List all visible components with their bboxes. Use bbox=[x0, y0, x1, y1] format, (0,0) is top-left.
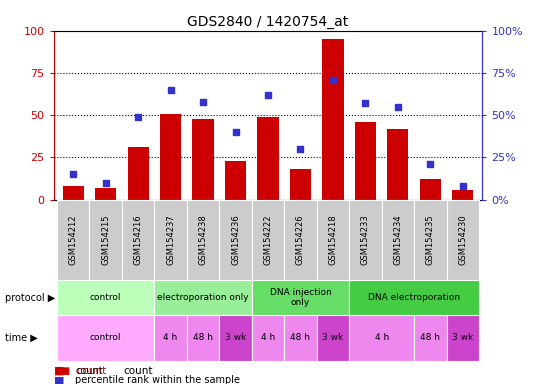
Bar bbox=[284, 200, 317, 280]
Bar bbox=[57, 315, 154, 361]
Bar bbox=[154, 280, 252, 315]
Text: GSM154236: GSM154236 bbox=[231, 215, 240, 265]
Text: 4 h: 4 h bbox=[261, 333, 275, 343]
Bar bbox=[128, 147, 148, 200]
Point bbox=[101, 180, 110, 186]
Text: ■  count: ■ count bbox=[54, 366, 106, 376]
Text: 3 wk: 3 wk bbox=[452, 333, 473, 343]
Text: ■: ■ bbox=[54, 366, 64, 376]
Point bbox=[361, 100, 370, 106]
Text: 3 wk: 3 wk bbox=[322, 333, 344, 343]
Bar bbox=[349, 200, 382, 280]
Bar bbox=[95, 188, 116, 200]
Point bbox=[426, 161, 435, 167]
Text: control: control bbox=[90, 333, 121, 343]
Text: GDS2840 / 1420754_at: GDS2840 / 1420754_at bbox=[188, 15, 348, 29]
Bar bbox=[187, 200, 219, 280]
Text: electroporation only: electroporation only bbox=[157, 293, 249, 302]
Bar bbox=[420, 179, 441, 200]
Bar bbox=[323, 39, 344, 200]
Bar bbox=[154, 315, 187, 361]
Point bbox=[69, 171, 77, 177]
Bar bbox=[317, 315, 349, 361]
Bar bbox=[63, 186, 84, 200]
Text: percentile rank within the sample: percentile rank within the sample bbox=[75, 375, 240, 384]
Text: 48 h: 48 h bbox=[420, 333, 441, 343]
Text: control: control bbox=[90, 293, 121, 302]
Text: 48 h: 48 h bbox=[193, 333, 213, 343]
Text: GSM154226: GSM154226 bbox=[296, 215, 305, 265]
Text: protocol ▶: protocol ▶ bbox=[5, 293, 56, 303]
Bar bbox=[192, 119, 213, 200]
Text: GSM154222: GSM154222 bbox=[264, 215, 272, 265]
Text: 4 h: 4 h bbox=[375, 333, 389, 343]
Bar bbox=[414, 200, 446, 280]
Text: 4 h: 4 h bbox=[163, 333, 177, 343]
Bar bbox=[252, 315, 284, 361]
Bar bbox=[57, 280, 154, 315]
Bar bbox=[225, 161, 246, 200]
Text: GSM154212: GSM154212 bbox=[69, 215, 78, 265]
Bar bbox=[382, 200, 414, 280]
Bar bbox=[349, 315, 414, 361]
Point bbox=[264, 92, 272, 98]
Point bbox=[134, 114, 143, 120]
Text: GSM154238: GSM154238 bbox=[198, 215, 207, 265]
Text: GSM154218: GSM154218 bbox=[329, 215, 338, 265]
Bar bbox=[219, 200, 252, 280]
Text: DNA injection
only: DNA injection only bbox=[270, 288, 331, 307]
Point bbox=[199, 99, 207, 105]
Bar bbox=[160, 114, 181, 200]
Text: count: count bbox=[75, 366, 103, 376]
Bar bbox=[219, 315, 252, 361]
Text: GSM154235: GSM154235 bbox=[426, 215, 435, 265]
Bar bbox=[284, 315, 317, 361]
Bar bbox=[349, 280, 479, 315]
Text: 3 wk: 3 wk bbox=[225, 333, 246, 343]
Bar bbox=[414, 315, 446, 361]
Text: GSM154234: GSM154234 bbox=[393, 215, 403, 265]
Point bbox=[231, 129, 240, 135]
Text: DNA electroporation: DNA electroporation bbox=[368, 293, 460, 302]
Bar bbox=[57, 200, 90, 280]
Bar bbox=[446, 200, 479, 280]
Text: 48 h: 48 h bbox=[291, 333, 310, 343]
Point bbox=[393, 104, 402, 110]
Bar bbox=[154, 200, 187, 280]
Text: GSM154215: GSM154215 bbox=[101, 215, 110, 265]
Bar bbox=[122, 200, 154, 280]
Bar bbox=[252, 280, 349, 315]
Bar bbox=[355, 122, 376, 200]
Point bbox=[459, 183, 467, 189]
Bar bbox=[317, 200, 349, 280]
Bar bbox=[452, 190, 473, 200]
Point bbox=[166, 87, 175, 93]
Text: GSM154230: GSM154230 bbox=[458, 215, 467, 265]
Text: GSM154237: GSM154237 bbox=[166, 215, 175, 265]
Text: GSM154233: GSM154233 bbox=[361, 215, 370, 265]
Point bbox=[329, 77, 337, 83]
Bar bbox=[388, 129, 408, 200]
Text: GSM154216: GSM154216 bbox=[133, 215, 143, 265]
Text: time ▶: time ▶ bbox=[5, 333, 38, 343]
Text: ■: ■ bbox=[54, 375, 64, 384]
Text: count: count bbox=[123, 366, 153, 376]
Point bbox=[296, 146, 305, 152]
Bar bbox=[257, 117, 279, 200]
Bar bbox=[446, 315, 479, 361]
Bar bbox=[252, 200, 284, 280]
Bar bbox=[90, 200, 122, 280]
Bar bbox=[290, 169, 311, 200]
Bar bbox=[187, 315, 219, 361]
